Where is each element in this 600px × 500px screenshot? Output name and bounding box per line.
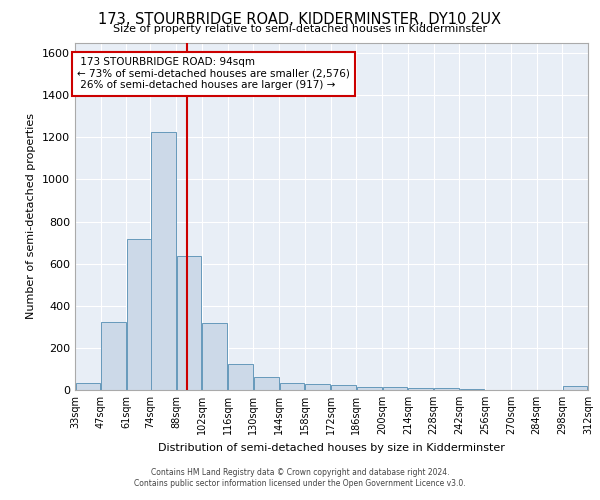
Bar <box>409 388 433 390</box>
Bar <box>202 322 227 390</box>
X-axis label: Distribution of semi-detached houses by size in Kidderminster: Distribution of semi-detached houses by … <box>158 442 505 452</box>
Bar <box>383 388 407 390</box>
Text: 173, STOURBRIDGE ROAD, KIDDERMINSTER, DY10 2UX: 173, STOURBRIDGE ROAD, KIDDERMINSTER, DY… <box>98 12 502 28</box>
Bar <box>151 132 176 390</box>
Bar <box>280 382 304 390</box>
Bar <box>254 377 278 390</box>
Bar <box>434 388 459 390</box>
Bar <box>127 240 152 390</box>
Text: 173 STOURBRIDGE ROAD: 94sqm
← 73% of semi-detached houses are smaller (2,576)
 2: 173 STOURBRIDGE ROAD: 94sqm ← 73% of sem… <box>77 57 350 90</box>
Bar <box>101 322 126 390</box>
Bar <box>331 384 356 390</box>
Text: Contains HM Land Registry data © Crown copyright and database right 2024.
Contai: Contains HM Land Registry data © Crown c… <box>134 468 466 487</box>
Bar <box>305 384 330 390</box>
Y-axis label: Number of semi-detached properties: Number of semi-detached properties <box>26 114 37 320</box>
Bar <box>357 387 382 390</box>
Bar <box>563 386 587 390</box>
Bar <box>228 364 253 390</box>
Text: Size of property relative to semi-detached houses in Kidderminster: Size of property relative to semi-detach… <box>113 24 487 34</box>
Bar <box>76 384 100 390</box>
Bar <box>176 256 202 390</box>
